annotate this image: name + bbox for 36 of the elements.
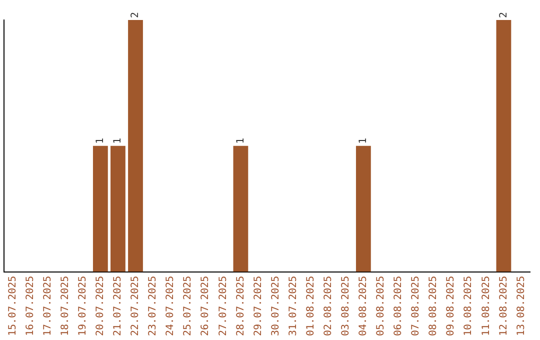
x-tick-label: 24.07.2025 [165,276,176,336]
x-tick-label: 06.08.2025 [393,276,404,336]
x-tick-label: 23.07.2025 [148,276,159,336]
x-tick-label: 20.07.2025 [95,276,106,336]
x-tick-label: 04.08.2025 [358,276,370,336]
x-tick-label: 13.08.2025 [516,276,527,336]
x-tick-label: 09.08.2025 [446,276,457,336]
data-label: 2 [498,12,510,18]
x-tick-label: 26.07.2025 [200,276,212,336]
x-tick-label: 21.07.2025 [112,276,124,336]
x-tick-label: 17.07.2025 [42,276,54,336]
x-tick-label: 07.08.2025 [410,276,422,336]
x-tick-label: 31.07.2025 [288,276,299,336]
x-tick-label: 12.08.2025 [498,276,510,336]
x-tick-label: 22.07.2025 [130,276,142,336]
x-tick-label: 29.07.2025 [252,276,264,336]
x-tick-label: 08.08.2025 [428,276,440,336]
data-label: 1 [358,138,370,144]
x-tick-label: 01.08.2025 [305,276,316,336]
data-label: 1 [95,138,106,144]
x-tick-label: 03.08.2025 [340,276,352,336]
x-tick-label: 27.07.2025 [218,276,229,336]
data-label: 2 [130,12,142,18]
x-tick-label: 30.07.2025 [270,276,282,336]
x-tick-label: 18.07.2025 [60,276,71,336]
data-label: 1 [235,138,246,144]
x-tick-label: 19.07.2025 [77,276,88,336]
x-tick-label: 15.07.2025 [7,276,18,336]
x-tick-label: 16.07.2025 [24,276,36,336]
data-label: 1 [112,138,124,144]
x-tick-label: 02.08.2025 [322,276,334,336]
x-tick-label: 10.08.2025 [463,276,474,336]
x-tick-label: 28.07.2025 [235,276,246,336]
x-tick-label: 11.08.2025 [480,276,492,336]
x-tick-label: 05.08.2025 [376,276,387,336]
x-tick-label: 25.07.2025 [182,276,194,336]
